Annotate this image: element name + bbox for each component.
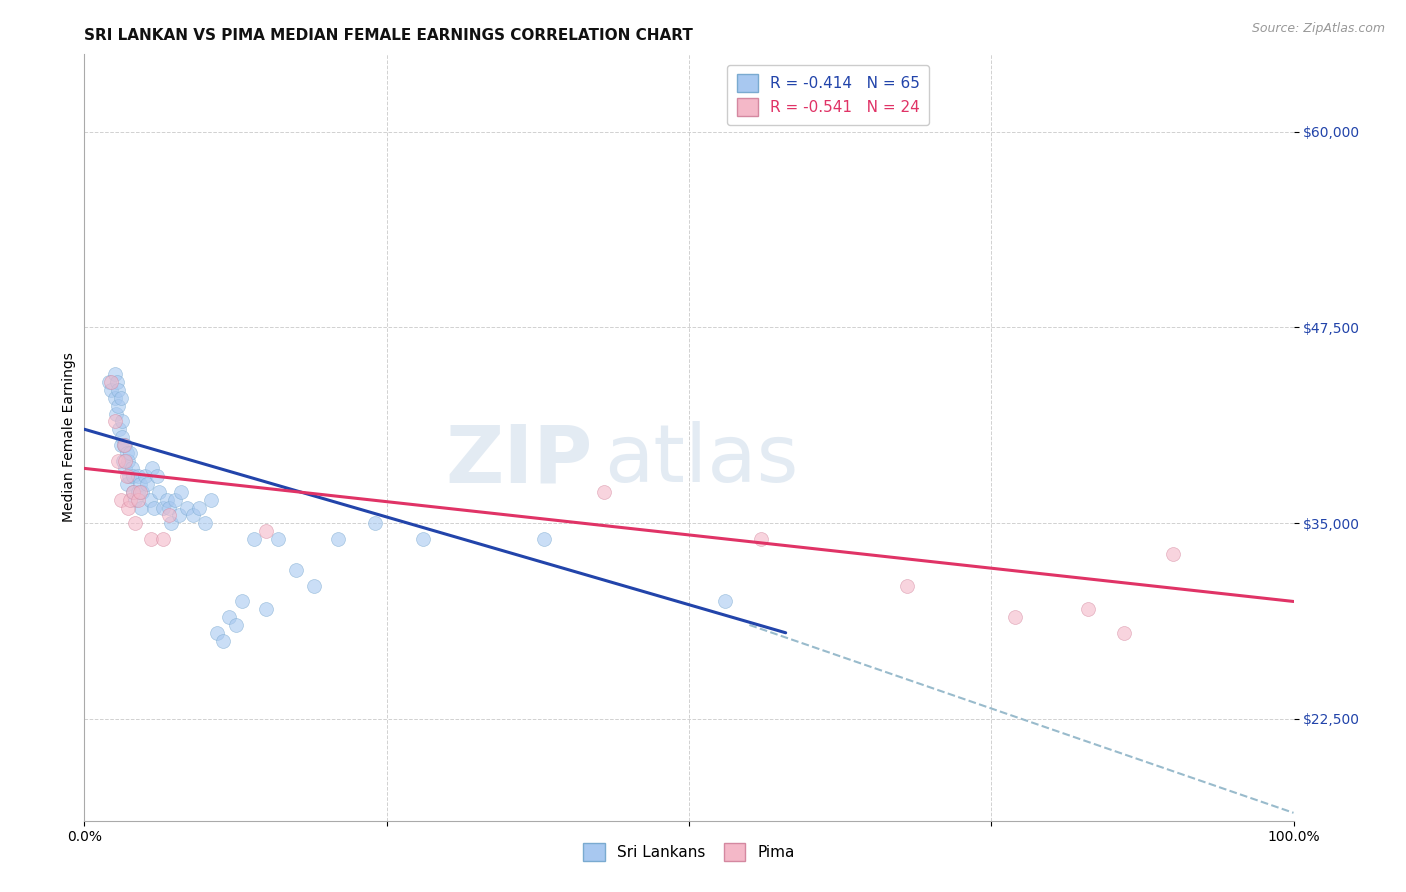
Text: atlas: atlas [605,421,799,500]
Point [107,383,129,397]
Point [121,484,143,499]
Point [328,532,350,546]
Point [104,368,127,382]
Legend: Sri Lankans, Pima: Sri Lankans, Pima [578,837,800,867]
Point [104,407,127,421]
Point [284,563,308,577]
Point [121,469,143,483]
Point [120,446,142,460]
Point [127,484,149,499]
Point [97,376,120,390]
Point [120,492,142,507]
Point [212,633,235,648]
Point [207,625,229,640]
Point [127,469,149,483]
Point [148,484,170,499]
Point [121,484,143,499]
Point [176,500,198,515]
Point [114,461,136,475]
Point [127,492,149,507]
Point [100,376,122,390]
Point [112,438,135,452]
Point [139,532,162,546]
Point [155,492,177,507]
Point [218,610,240,624]
Point [188,500,211,515]
Point [138,492,160,507]
Point [267,532,290,546]
Point [533,532,555,546]
Point [124,516,146,531]
Point [110,391,132,405]
Point [242,532,264,546]
Point [134,469,156,483]
Point [200,492,222,507]
Point [157,508,180,523]
Point [129,500,152,515]
Point [105,376,128,390]
Point [751,532,773,546]
Point [157,500,180,515]
Point [363,516,385,531]
Point [1161,548,1184,562]
Point [107,453,129,467]
Point [1077,602,1099,616]
Point [896,579,918,593]
Point [231,594,253,608]
Point [129,484,152,499]
Point [181,508,204,523]
Point [593,484,616,499]
Point [118,469,141,483]
Point [152,532,174,546]
Point [114,438,136,452]
Point [115,469,138,483]
Point [112,453,135,467]
Point [111,414,134,428]
Text: SRI LANKAN VS PIMA MEDIAN FEMALE EARNINGS CORRELATION CHART: SRI LANKAN VS PIMA MEDIAN FEMALE EARNING… [84,28,693,43]
Point [165,492,187,507]
Point [108,422,131,436]
Point [167,508,190,523]
Point [117,500,139,515]
Point [111,430,134,444]
Point [1114,625,1136,640]
Point [194,516,217,531]
Point [146,469,169,483]
Point [129,477,152,491]
Point [104,391,127,405]
Point [121,461,143,475]
Point [143,500,166,515]
Point [254,602,277,616]
Point [107,399,129,413]
Point [115,477,138,491]
Point [117,453,139,467]
Point [714,594,737,608]
Point [152,500,174,515]
Point [100,383,122,397]
Y-axis label: Median Female Earnings: Median Female Earnings [62,352,76,522]
Point [302,579,325,593]
Point [254,524,277,538]
Point [131,484,153,499]
Point [115,446,138,460]
Text: Source: ZipAtlas.com: Source: ZipAtlas.com [1251,22,1385,36]
Point [104,414,127,428]
Point [110,438,132,452]
Point [112,438,135,452]
Point [1004,610,1026,624]
Point [141,461,163,475]
Point [412,532,434,546]
Text: ZIP: ZIP [444,421,592,500]
Point [160,516,183,531]
Point [170,484,193,499]
Point [136,477,159,491]
Point [124,492,146,507]
Point [225,618,247,632]
Point [110,492,132,507]
Point [114,453,136,467]
